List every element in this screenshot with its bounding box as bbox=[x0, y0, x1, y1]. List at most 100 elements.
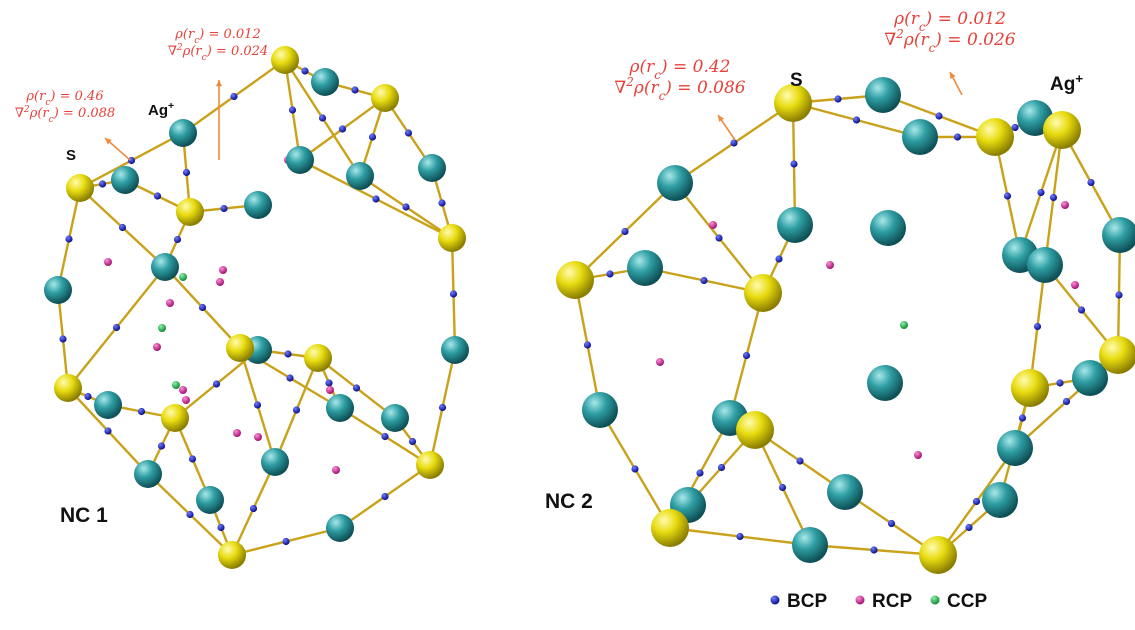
s-label: S bbox=[790, 70, 803, 91]
rcp-dot bbox=[826, 261, 834, 269]
legend-label: BCP bbox=[787, 591, 827, 612]
text-part: Ag bbox=[1050, 74, 1075, 95]
text-part: ) = 0.088 bbox=[53, 106, 115, 121]
ag-atom bbox=[827, 474, 863, 510]
bcp-dot bbox=[888, 520, 895, 527]
s-atom bbox=[271, 46, 299, 74]
bcp-dot bbox=[250, 505, 257, 512]
bcp-dot bbox=[790, 160, 797, 167]
bcp-dot bbox=[715, 234, 722, 241]
text-part: ) = 0.026 bbox=[934, 30, 1016, 50]
bcp-dot bbox=[113, 324, 120, 331]
bcp-dot bbox=[954, 133, 961, 140]
s-atom bbox=[66, 174, 94, 202]
ag-atom bbox=[94, 391, 122, 419]
rcp-dot bbox=[182, 396, 190, 404]
bcp-dot bbox=[183, 169, 190, 176]
ag-label: Ag+ bbox=[1050, 71, 1083, 96]
bcp-dot bbox=[1050, 194, 1057, 201]
bcp-dot bbox=[230, 93, 237, 100]
annotation-line: ∇2ρ(rc) = 0.024 bbox=[168, 43, 268, 63]
bcp-dot bbox=[293, 406, 300, 413]
ag-atom bbox=[346, 162, 374, 190]
rcp-dot bbox=[332, 466, 340, 474]
arrow-head bbox=[718, 115, 724, 122]
bcp-dot bbox=[301, 67, 308, 74]
s-atom bbox=[176, 198, 204, 226]
text-part: ρ(r bbox=[174, 27, 195, 42]
arrow-head bbox=[216, 80, 222, 86]
ag-atom bbox=[326, 394, 354, 422]
ag-label: Ag+ bbox=[148, 100, 174, 119]
legend-label: RCP bbox=[872, 591, 912, 612]
figure: NC 1SAg+ρ(rc) = 0.46∇2ρ(rc) = 0.088ρ(rc)… bbox=[0, 0, 1135, 630]
bcp-dot bbox=[138, 408, 145, 415]
ag-atom bbox=[870, 210, 906, 246]
ag-atom bbox=[134, 460, 162, 488]
bcp-dot bbox=[402, 203, 409, 210]
bcp-dot bbox=[853, 116, 860, 123]
bcp-dot bbox=[381, 493, 388, 500]
bcp-dot bbox=[286, 374, 293, 381]
rcp-dot bbox=[216, 278, 224, 286]
text-part: ρ(r bbox=[893, 9, 920, 29]
bcp-dot bbox=[1115, 291, 1122, 298]
s-atom bbox=[919, 536, 957, 574]
text-part: ) = 0.012 bbox=[925, 9, 1006, 29]
bcp-dot bbox=[104, 427, 111, 434]
ccp-dot bbox=[158, 324, 166, 332]
bcp-dot bbox=[775, 255, 782, 262]
s-label: S bbox=[66, 147, 76, 164]
ag-atom bbox=[982, 482, 1018, 518]
text-part: ρ(r bbox=[29, 106, 50, 121]
bcp-dot bbox=[199, 304, 206, 311]
rcp-dot bbox=[326, 386, 334, 394]
bcp-dot bbox=[351, 86, 358, 93]
bcp-dot bbox=[84, 393, 91, 400]
ag-atom bbox=[792, 527, 828, 563]
bcp-dot bbox=[973, 498, 980, 505]
s-atom bbox=[226, 334, 254, 362]
ag-atom bbox=[1027, 247, 1063, 283]
rcp-dot bbox=[153, 343, 161, 351]
bcp-dot bbox=[189, 455, 196, 462]
bcp-dot bbox=[254, 401, 261, 408]
ag-atom bbox=[865, 77, 901, 113]
text-part: ) = 0.42 bbox=[660, 57, 731, 77]
s-atom bbox=[1043, 111, 1081, 149]
bcp-dot bbox=[217, 524, 224, 531]
rcp-dot bbox=[104, 258, 112, 266]
text-part: ∇ bbox=[884, 30, 896, 50]
ag-atom bbox=[902, 119, 938, 155]
rcp-dot bbox=[1061, 201, 1069, 209]
s-atom bbox=[161, 404, 189, 432]
supscript: 2 bbox=[625, 75, 634, 89]
legend-dot bbox=[931, 596, 940, 605]
legend-dot bbox=[856, 596, 865, 605]
text-part: ) = 0.012 bbox=[198, 27, 260, 42]
bcp-dot bbox=[282, 538, 289, 545]
bcp-dot bbox=[631, 465, 638, 472]
ag-atom bbox=[196, 486, 224, 514]
ag-atom bbox=[261, 448, 289, 476]
bcp-dot bbox=[284, 350, 291, 357]
bcp-dot bbox=[119, 224, 126, 231]
ag-atom bbox=[418, 154, 446, 182]
bcp-dot bbox=[128, 157, 135, 164]
ag-atom bbox=[151, 253, 179, 281]
rcp-dot bbox=[254, 433, 262, 441]
bcp-dot bbox=[1063, 398, 1070, 405]
supscript: 2 bbox=[895, 27, 904, 41]
text-part: Ag bbox=[148, 102, 168, 119]
legend-dot bbox=[771, 596, 780, 605]
text-part: ∇ bbox=[168, 44, 177, 59]
bcp-dot bbox=[289, 106, 296, 113]
ag-atom bbox=[1102, 217, 1135, 253]
annotation-line: ∇2ρ(rc) = 0.086 bbox=[614, 75, 745, 103]
supscript: + bbox=[168, 100, 174, 112]
bcp-dot bbox=[736, 533, 743, 540]
text-part: ∇ bbox=[614, 78, 626, 98]
bonds bbox=[58, 60, 1120, 555]
bcp-dot bbox=[319, 114, 326, 121]
bcp-dot bbox=[606, 270, 613, 277]
